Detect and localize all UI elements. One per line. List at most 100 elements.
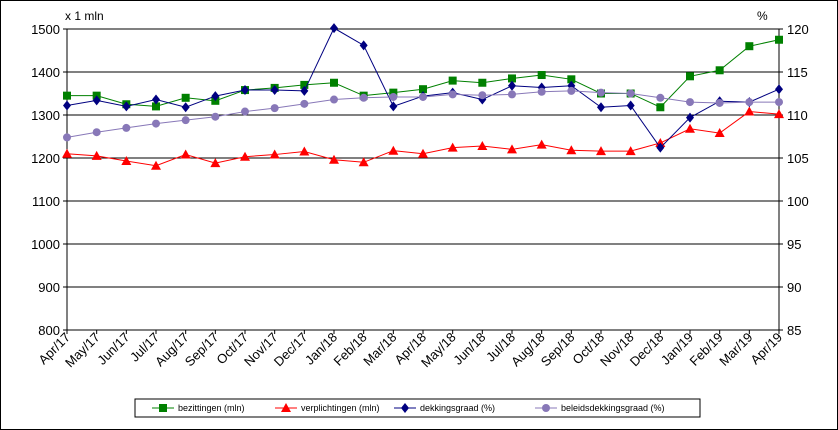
- series-2-point: [536, 139, 547, 149]
- series-2-point: [566, 145, 577, 155]
- series-4-point: [448, 90, 457, 99]
- x-tick-label: Mar/19: [716, 330, 755, 369]
- series-3-point: [656, 142, 665, 153]
- series-2-point: [447, 142, 458, 152]
- series-4-point: [152, 119, 160, 128]
- legend-label-4: beleidsdekkingsgraad (%): [561, 403, 665, 413]
- left-axis-unit-label: x 1 mln: [65, 9, 104, 23]
- legend-label-1: bezittingen (mln): [178, 403, 245, 413]
- series-4-point: [597, 88, 605, 97]
- series-3-point: [389, 101, 398, 112]
- series-4-point: [686, 98, 694, 107]
- series-4-point: [300, 99, 309, 108]
- legend-marker-1: [159, 404, 167, 412]
- right-tick-label: 105: [787, 151, 809, 166]
- x-tick-label: Sep/17: [182, 330, 222, 370]
- right-tick-label: 110: [787, 108, 808, 123]
- series-4-point: [775, 98, 783, 107]
- legend-marker-4: [542, 404, 550, 412]
- series-3-point: [300, 85, 309, 96]
- series-4-point: [92, 128, 101, 137]
- series-2-point: [714, 128, 725, 138]
- left-tick-label: 1200: [31, 151, 60, 166]
- x-tick-label: Jun/17: [94, 330, 132, 368]
- series-2-point: [596, 146, 606, 156]
- series-1-point: [152, 102, 160, 111]
- left-tick-label: 1500: [31, 22, 60, 37]
- series-4-point: [478, 91, 487, 100]
- series-3-point: [122, 101, 131, 112]
- legend: bezittingen (mln) verplichtingen (mln) dek…: [152, 403, 665, 413]
- x-tick-label: Mar/18: [360, 330, 399, 369]
- series-4-point: [656, 93, 665, 102]
- series-1-point: [508, 74, 516, 83]
- series-4-point: [359, 93, 368, 102]
- series-2-point: [151, 160, 161, 170]
- left-tick-label: 1000: [31, 237, 60, 252]
- series-2-point: [240, 151, 250, 161]
- left-tick-label: 800: [38, 323, 60, 338]
- series-4-point: [63, 133, 71, 142]
- series-1-point: [775, 35, 783, 44]
- right-tick-label: 115: [787, 65, 808, 80]
- series-3-point: [597, 102, 605, 113]
- series-4-point: [715, 98, 724, 107]
- series-2-point: [507, 144, 517, 154]
- series-2-point: [774, 109, 784, 119]
- series-4-point: [122, 123, 131, 132]
- series-1-point: [181, 93, 190, 102]
- series-1-point: [419, 85, 427, 94]
- series-4-point: [270, 104, 279, 113]
- x-axis-ticks: Apr/17May/17Jun/17Jul/17Aug/17Sep/17Oct/…: [35, 330, 785, 371]
- x-tick-label: Dec/18: [627, 330, 667, 370]
- x-tick-label: Sep/18: [538, 330, 578, 370]
- series-1-point: [656, 103, 665, 112]
- series-4-point: [330, 95, 338, 104]
- series-3-point: [92, 95, 101, 106]
- series-2-point: [685, 123, 695, 133]
- left-axis-ticks: 800 900 1000 1100 1200 1300 1400 1500: [31, 22, 67, 338]
- legend-marker-3: [401, 403, 409, 413]
- right-tick-label: 85: [787, 323, 801, 338]
- series-1-point: [715, 66, 724, 75]
- series-1-point: [448, 76, 457, 85]
- left-tick-label: 900: [38, 280, 60, 295]
- series-1-point: [686, 72, 694, 81]
- series-3-point: [508, 80, 516, 91]
- right-tick-label: 90: [787, 280, 801, 295]
- series-1-point: [745, 42, 754, 51]
- series-3-point: [686, 112, 694, 123]
- series-2-point: [744, 106, 755, 116]
- x-tick-label: Apr/19: [747, 330, 785, 368]
- x-tick-label: Jun/18: [450, 330, 488, 368]
- series-4-point: [211, 112, 220, 121]
- series-3-point: [626, 100, 635, 111]
- series-2-point: [477, 140, 488, 150]
- series-2-point: [269, 149, 280, 159]
- series-2-point: [299, 146, 310, 156]
- series-3-point: [241, 85, 249, 96]
- right-tick-label: 95: [787, 237, 801, 252]
- left-tick-label: 1400: [31, 65, 60, 80]
- series-4-point: [419, 92, 427, 101]
- series-2-point: [121, 156, 132, 166]
- series-1-point: [478, 78, 487, 87]
- legend-box: [134, 398, 701, 418]
- series-3-point: [330, 23, 338, 34]
- series-3-point: [181, 102, 190, 113]
- plot-area: [67, 29, 779, 330]
- series-4-point: [508, 90, 516, 99]
- series-2-point: [625, 146, 636, 156]
- series-1-point: [567, 75, 576, 84]
- series-layer: [62, 23, 784, 170]
- legend-marker-2: [281, 403, 291, 412]
- series-2-point: [62, 148, 72, 158]
- series-2-point: [358, 157, 369, 167]
- x-tick-label: Dec/17: [271, 330, 311, 370]
- series-4-point: [567, 86, 576, 95]
- series-4-point: [537, 87, 546, 96]
- series-1-point: [300, 80, 309, 89]
- series-4-point: [745, 98, 754, 107]
